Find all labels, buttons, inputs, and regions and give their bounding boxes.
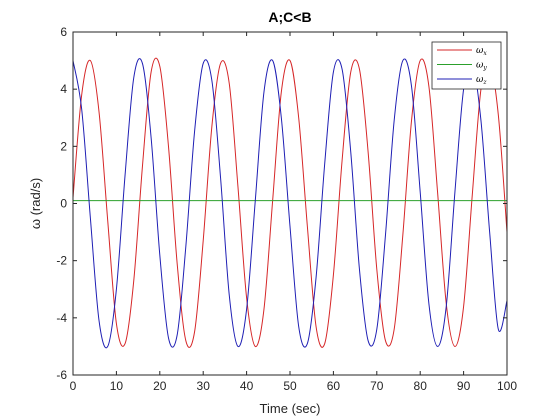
legend-box (431, 41, 502, 90)
x-tick-label: 50 (283, 379, 297, 393)
y-axis-label: ω (rad/s) (28, 178, 43, 229)
x-axis-label: Time (sec) (260, 401, 321, 416)
legend-label-y: ωy (476, 61, 487, 72)
x-tick-label: 20 (153, 379, 167, 393)
y-tick-label: -4 (56, 311, 67, 325)
series-layer (72, 57, 508, 349)
x-tick-label: 60 (327, 379, 341, 393)
legend-label-x: ωx (476, 46, 487, 57)
x-tick-label: 80 (414, 379, 428, 393)
y-tick-label: -2 (56, 254, 67, 268)
chart-title: A;C<B (268, 9, 311, 25)
y-axis-ticks: -6 -4 -2 0 2 4 6 (56, 25, 507, 382)
x-tick-label: 40 (240, 379, 254, 393)
y-tick-label: 0 (60, 197, 67, 211)
series-line-z (72, 58, 508, 349)
x-tick-label: 90 (457, 379, 471, 393)
legend-label-z: ωz (476, 75, 487, 86)
legend: ωx ωy ωz (431, 41, 502, 90)
x-tick-label: 70 (370, 379, 384, 393)
x-tick-label: 30 (197, 379, 211, 393)
y-tick-label: 6 (60, 25, 67, 39)
y-tick-label: 4 (60, 82, 67, 96)
x-tick-label: 10 (110, 379, 124, 393)
x-tick-label: 100 (497, 379, 517, 393)
y-tick-label: 2 (60, 139, 67, 153)
series-line-x (72, 57, 508, 348)
y-tick-label: -6 (56, 368, 67, 382)
x-tick-label: 0 (70, 379, 77, 393)
x-axis-ticks: 0 10 20 30 40 50 60 70 80 90 100 (70, 32, 517, 393)
